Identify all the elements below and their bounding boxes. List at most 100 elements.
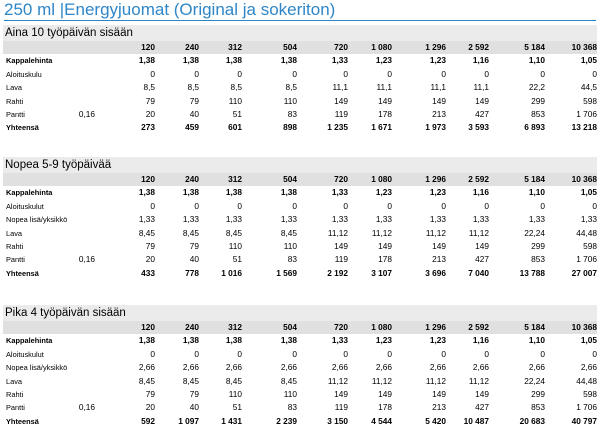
- table-cell: 4 544: [371, 415, 392, 426]
- quantity-header: 240: [185, 42, 199, 52]
- table-cell: 11,12: [371, 375, 392, 386]
- table-cell: 0: [387, 200, 392, 211]
- table-cell: 20: [145, 108, 155, 119]
- table-row: Pantti 0,16 20 40 51 83 119 178 213 427 853 1 706: [3, 253, 597, 266]
- table-cell: 20: [145, 402, 155, 413]
- table-cell: 0: [387, 348, 392, 359]
- table-cell: 149: [378, 240, 392, 251]
- table-row: Kappalehinta 1,38 1,38 1,38 1,38 1,33 1,23 1,23…: [3, 334, 597, 347]
- row-label: Aloituskulu: [6, 69, 42, 79]
- table-cell: 1 235: [327, 122, 348, 133]
- table-cell: 0: [292, 200, 297, 211]
- table-row: Rahti 79 79 110 110 149 149 149 149 299 598: [3, 388, 597, 401]
- table-cell: 8,45: [138, 227, 155, 238]
- table-cell: 1,38: [225, 335, 242, 346]
- table-row: Yhteensä 433 778 1 016 1 569 2 192 3 107 3 696 7…: [3, 267, 597, 280]
- table-cell: 0: [592, 200, 597, 211]
- table-cell: 1,33: [528, 214, 545, 225]
- table-cell: 8,5: [230, 82, 242, 93]
- table-cell: 1 097: [178, 415, 199, 426]
- table-cell: 3 107: [371, 267, 392, 278]
- table-cell: 44,48: [576, 227, 597, 238]
- row-label: Nopea lisä/yksikkö: [6, 363, 68, 373]
- table-cell: 27 007: [571, 267, 597, 278]
- table-cell: 1,33: [472, 214, 489, 225]
- quantity-header: 1 080: [371, 174, 392, 184]
- table-cell: 1 706: [576, 254, 597, 265]
- table-cell: 1 016: [221, 267, 242, 278]
- table-cell: 51: [232, 402, 242, 413]
- table-cell: 299: [531, 240, 545, 251]
- table-cell: 5 420: [425, 415, 446, 426]
- table-cell: 427: [475, 402, 489, 413]
- table-cell: 0: [441, 200, 446, 211]
- row-label: Nopea lisä/yksikkö: [6, 215, 68, 225]
- table-cell: 22,2: [528, 82, 545, 93]
- table-cell: 2 192: [327, 267, 348, 278]
- table-cell: 44,5: [580, 82, 597, 93]
- quantity-header: 5 184: [524, 42, 545, 52]
- table-cell: 1 431: [221, 415, 242, 426]
- quantity-header: 240: [185, 174, 199, 184]
- table-cell: 0: [540, 68, 545, 79]
- table-cell: 1,33: [331, 335, 348, 346]
- table-cell: 853: [531, 402, 545, 413]
- table-cell: 1,33: [331, 55, 348, 66]
- quantity-header: 504: [283, 42, 297, 52]
- table-cell: 8,45: [280, 227, 297, 238]
- quantity-header: 2 592: [468, 322, 489, 332]
- deposit-rate: 0,16: [78, 108, 95, 119]
- table-cell: 8,45: [182, 375, 199, 386]
- price-section: Pika 4 työpäivän sisään 120 240 312 504 720 1 …: [3, 305, 597, 428]
- table-cell: 149: [334, 95, 348, 106]
- table-cell: 1,23: [375, 187, 392, 198]
- table-cell: 1,05: [580, 335, 597, 346]
- quantity-header: 720: [334, 174, 348, 184]
- table-cell: 149: [432, 95, 446, 106]
- table-cell: 0: [194, 348, 199, 359]
- table-row: Nopea lisä/yksikkö 1,33 1,33 1,33 1,33 1,33 1,…: [3, 213, 597, 226]
- quantity-header: 504: [283, 174, 297, 184]
- table-cell: 1,05: [580, 55, 597, 66]
- table-cell: 0: [292, 348, 297, 359]
- table-cell: 0: [237, 68, 242, 79]
- quantity-header: 2 592: [468, 42, 489, 52]
- table-cell: 2,66: [225, 362, 242, 373]
- row-label: Pantti: [6, 403, 25, 413]
- table-cell: 178: [378, 108, 392, 119]
- table-cell: 0: [592, 348, 597, 359]
- table-cell: 2,66: [331, 362, 348, 373]
- table-cell: 149: [475, 95, 489, 106]
- table-cell: 44,48: [576, 375, 597, 386]
- table-cell: 149: [378, 388, 392, 399]
- table-cell: 83: [287, 108, 297, 119]
- table-cell: 1,33: [225, 214, 242, 225]
- table-cell: 8,45: [225, 375, 242, 386]
- table-cell: 8,5: [187, 82, 199, 93]
- table-cell: 3 150: [327, 415, 348, 426]
- table-cell: 1,38: [225, 187, 242, 198]
- table-cell: 2,66: [138, 362, 155, 373]
- row-label: Kappalehinta: [6, 336, 53, 346]
- row-label: Rahti: [6, 96, 24, 106]
- quantity-header: 312: [228, 322, 242, 332]
- table-cell: 1,10: [528, 187, 545, 198]
- table-cell: 51: [232, 108, 242, 119]
- table-cell: 1,38: [225, 55, 242, 66]
- table-cell: 119: [334, 108, 348, 119]
- table-cell: 51: [232, 254, 242, 265]
- quantity-header: 10 368: [571, 42, 597, 52]
- table-cell: 11,1: [332, 82, 348, 93]
- table-cell: 1,33: [429, 214, 446, 225]
- table-cell: 1,38: [280, 335, 297, 346]
- table-cell: 13 218: [571, 122, 597, 133]
- table-cell: 2,66: [375, 362, 392, 373]
- row-label: Yhteensä: [6, 268, 39, 278]
- table-cell: 1,33: [375, 214, 392, 225]
- table-cell: 778: [185, 267, 199, 278]
- table-cell: 1,38: [280, 55, 297, 66]
- table-cell: 0: [540, 348, 545, 359]
- table-cell: 2,66: [280, 362, 297, 373]
- table-cell: 0: [292, 68, 297, 79]
- row-label: Pantti: [6, 109, 25, 119]
